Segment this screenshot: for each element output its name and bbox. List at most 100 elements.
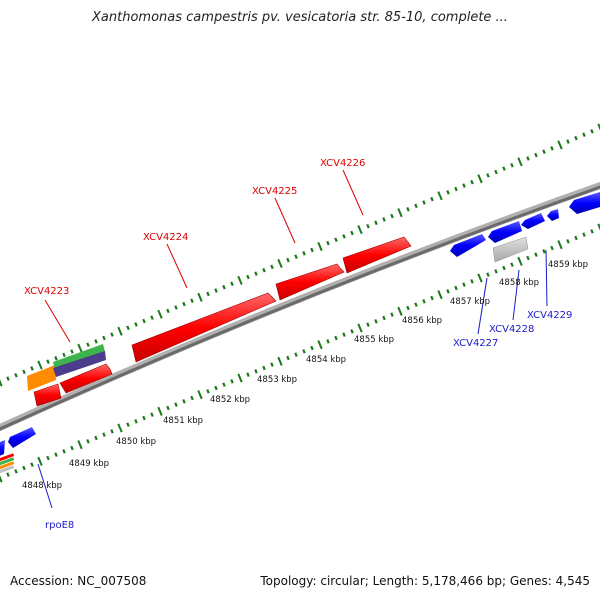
gene-xcv4224-arrow[interactable] [131, 292, 277, 363]
major-tick [157, 406, 163, 416]
overlap-features [27, 344, 106, 391]
minor-tick [54, 356, 58, 361]
major-tick [477, 174, 483, 184]
major-tick [157, 309, 163, 319]
minor-tick [254, 271, 258, 276]
minor-tick [174, 402, 178, 407]
minor-tick [414, 302, 418, 307]
minor-tick [222, 284, 226, 290]
minor-tick [262, 267, 266, 273]
minor-tick [582, 132, 586, 138]
minor-tick [550, 146, 554, 151]
major-tick [117, 423, 123, 433]
major-tick [357, 323, 363, 333]
gene-small-red-left[interactable] [33, 383, 62, 407]
minor-tick [190, 395, 194, 401]
minor-tick [446, 190, 450, 195]
gene-xcv4229-arrow[interactable] [521, 213, 545, 229]
major-tick [0, 379, 3, 387]
gene-small-blue[interactable] [547, 209, 559, 221]
minor-tick [134, 419, 138, 424]
minor-tick [382, 217, 386, 222]
minor-tick [494, 169, 498, 175]
scale-labels: 4848 kbp 4849 kbp 4850 kbp 4851 kbp 4852… [22, 260, 588, 491]
gene-labels: XCV4223 XCV4224 XCV4225 XCV4226 rpoE8 XC… [24, 158, 572, 531]
scale-label: 4848 kbp [22, 481, 62, 491]
major-tick [237, 275, 243, 285]
gene-xcv4223-arrow[interactable] [59, 363, 113, 394]
gene-label-rpoe8[interactable]: rpoE8 [45, 520, 74, 531]
minor-tick [70, 349, 74, 354]
minor-tick [502, 166, 506, 171]
minor-tick [14, 469, 18, 474]
gene-label-xcv4226[interactable]: XCV4226 [320, 158, 365, 169]
gene-label-xcv4229[interactable]: XCV4229 [527, 310, 572, 321]
minor-tick [94, 339, 98, 344]
major-tick [277, 258, 283, 269]
gene-label-xcv4223[interactable]: XCV4223 [24, 286, 69, 297]
minor-tick [366, 223, 370, 229]
inner-tick-ring [0, 223, 600, 483]
minor-tick [470, 179, 474, 185]
major-tick [37, 360, 43, 370]
major-tick [517, 256, 523, 266]
minor-tick [510, 162, 514, 168]
accession-label: Accession: NC_007508 [10, 574, 147, 588]
minor-tick [486, 173, 490, 178]
minor-tick [46, 359, 50, 364]
gene-leader-lines [37, 169, 548, 509]
major-tick [597, 123, 600, 131]
minor-tick [462, 282, 466, 287]
minor-tick [574, 135, 578, 141]
major-tick [597, 223, 600, 231]
minor-tick [534, 152, 538, 158]
gene-xcv4227-arrow[interactable] [450, 234, 486, 257]
major-tick [557, 140, 563, 150]
major-tick [37, 456, 43, 466]
minor-tick [182, 301, 186, 307]
minor-tick [22, 465, 26, 471]
minor-tick [542, 149, 546, 154]
minor-tick [134, 322, 138, 327]
scale-label: 4859 kbp [548, 260, 588, 270]
minor-tick [30, 462, 34, 467]
outer-tick-ring [0, 123, 600, 387]
minor-tick [6, 376, 10, 381]
minor-tick [574, 235, 578, 241]
gene-xcv4228-arrow[interactable] [488, 221, 522, 243]
minor-tick [326, 339, 330, 344]
major-tick [117, 326, 123, 336]
minor-tick [126, 325, 130, 331]
gene-label-xcv4225[interactable]: XCV4225 [252, 186, 297, 197]
major-tick [477, 273, 483, 283]
major-tick [0, 475, 3, 483]
gene-rna-grey[interactable] [492, 236, 529, 263]
genome-backbone [0, 181, 600, 432]
minor-tick [206, 389, 210, 394]
gene-xcv4226-arrow[interactable] [342, 236, 412, 274]
gene-label-xcv4227[interactable]: XCV4227 [453, 338, 498, 349]
gene-label-xcv4228[interactable]: XCV4228 [489, 324, 534, 335]
major-tick [397, 208, 403, 218]
minor-tick [102, 335, 106, 341]
minor-tick [86, 342, 90, 348]
gene-left-stripes [0, 453, 15, 474]
minor-tick [54, 452, 58, 457]
minor-tick [246, 372, 250, 377]
minor-tick [254, 369, 258, 374]
minor-tick [334, 335, 338, 341]
minor-tick [430, 295, 434, 301]
gene-xcv4225-arrow[interactable] [275, 263, 345, 301]
minor-tick [30, 366, 34, 371]
gene-blue-right[interactable] [569, 192, 600, 214]
minor-tick [366, 322, 370, 327]
minor-tick [286, 257, 290, 263]
gene-left-blue-pair[interactable] [0, 427, 36, 458]
gene-label-xcv4224[interactable]: XCV4224 [143, 232, 188, 243]
minor-tick [102, 432, 106, 437]
minor-tick [86, 439, 90, 444]
minor-tick [270, 264, 274, 270]
minor-tick [406, 207, 410, 212]
minor-tick [422, 299, 426, 304]
minor-tick [294, 254, 298, 259]
